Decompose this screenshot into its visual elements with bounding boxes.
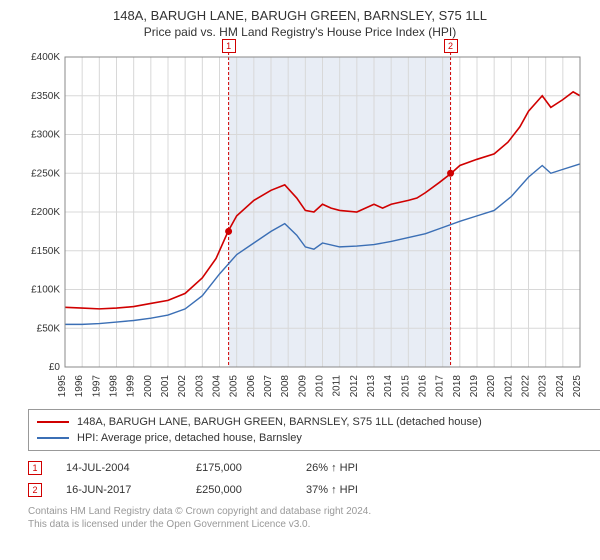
sale-hpi-delta: 26% ↑ HPI: [306, 462, 358, 474]
x-tick-label: 2018: [452, 375, 463, 398]
x-tick-label: 2015: [400, 375, 411, 398]
x-tick-label: 2017: [435, 375, 446, 398]
y-tick-label: £250K: [31, 168, 60, 179]
sale-hpi-delta: 37% ↑ HPI: [306, 484, 358, 496]
legend-label: HPI: Average price, detached house, Barn…: [77, 432, 302, 444]
y-tick-label: £350K: [31, 91, 60, 102]
x-tick-label: 2005: [229, 375, 240, 398]
legend-item: HPI: Average price, detached house, Barn…: [37, 430, 592, 446]
y-tick-label: £200K: [31, 207, 60, 218]
y-tick-label: £400K: [31, 52, 60, 63]
y-tick-label: £100K: [31, 285, 60, 296]
x-tick-label: 2020: [486, 375, 497, 398]
chart-container: £0 £50K £100K £150K £200K £250K £300K £350K £400…: [20, 47, 590, 407]
x-tick-label: 2016: [418, 375, 429, 398]
legend-swatch: [37, 437, 69, 439]
legend-swatch: [37, 421, 69, 423]
x-tick-label: 2011: [332, 375, 343, 397]
x-tick-label: 2002: [177, 375, 188, 398]
footer-line-2: This data is licensed under the Open Gov…: [28, 518, 600, 531]
sale-price: £250,000: [196, 484, 306, 496]
x-tick-label: 1996: [74, 375, 85, 398]
sale-point: [225, 228, 232, 235]
x-tick-label: 1997: [91, 375, 102, 398]
x-tick-label: 2014: [383, 375, 394, 398]
x-tick-label: 2007: [263, 375, 274, 398]
footer-line-1: Contains HM Land Registry data © Crown c…: [28, 505, 600, 518]
sale-row-marker: 1: [28, 461, 42, 475]
title-line-2: Price paid vs. HM Land Registry's House …: [0, 25, 600, 39]
x-tick-label: 2025: [572, 375, 583, 398]
x-tick-label: 2004: [212, 375, 223, 398]
price-chart: £0 £50K £100K £150K £200K £250K £300K £350K £400…: [20, 47, 590, 407]
legend-item: 148A, BARUGH LANE, BARUGH GREEN, BARNSLE…: [37, 414, 592, 430]
sale-row: 1 14-JUL-2004£175,00026% ↑ HPI: [28, 457, 583, 479]
legend-label: 148A, BARUGH LANE, BARUGH GREEN, BARNSLE…: [77, 416, 482, 428]
x-tick-label: 2019: [469, 375, 480, 398]
sale-row: 2 16-JUN-2017£250,00037% ↑ HPI: [28, 479, 583, 501]
y-tick-label: £150K: [31, 246, 60, 257]
x-tick-label: 2009: [297, 375, 308, 398]
sale-date: 14-JUL-2004: [66, 462, 196, 474]
x-tick-label: 1998: [109, 375, 120, 398]
x-tick-label: 2023: [538, 375, 549, 398]
x-tick-label: 2013: [366, 375, 377, 398]
legend: 148A, BARUGH LANE, BARUGH GREEN, BARNSLE…: [28, 409, 600, 451]
x-tick-label: 1995: [57, 375, 68, 398]
sale-date: 16-JUN-2017: [66, 484, 196, 496]
sale-marker-badge: 1: [222, 39, 236, 53]
x-tick-label: 2021: [503, 375, 514, 398]
y-tick-label: £0: [49, 362, 61, 373]
x-tick-label: 2008: [280, 375, 291, 398]
sale-row-marker: 2: [28, 483, 42, 497]
x-tick-label: 1999: [126, 375, 137, 398]
y-tick-label: £300K: [31, 130, 60, 141]
x-tick-label: 2024: [555, 375, 566, 398]
sales-table: 1 14-JUL-2004£175,00026% ↑ HPI 2 16-JUN-201…: [28, 457, 583, 501]
sale-marker-badge: 2: [444, 39, 458, 53]
x-tick-label: 2022: [521, 375, 532, 398]
x-tick-label: 2003: [194, 375, 205, 398]
sale-point: [447, 170, 454, 177]
x-tick-label: 2001: [160, 375, 171, 398]
x-tick-label: 2006: [246, 375, 257, 398]
y-tick-label: £50K: [37, 323, 61, 334]
sale-price: £175,000: [196, 462, 306, 474]
x-tick-label: 2010: [315, 375, 326, 398]
footer-attribution: Contains HM Land Registry data © Crown c…: [28, 505, 600, 531]
x-tick-label: 2012: [349, 375, 360, 398]
x-tick-label: 2000: [143, 375, 154, 398]
chart-title-block: 148A, BARUGH LANE, BARUGH GREEN, BARNSLE…: [0, 0, 600, 39]
title-line-1: 148A, BARUGH LANE, BARUGH GREEN, BARNSLE…: [0, 8, 600, 23]
